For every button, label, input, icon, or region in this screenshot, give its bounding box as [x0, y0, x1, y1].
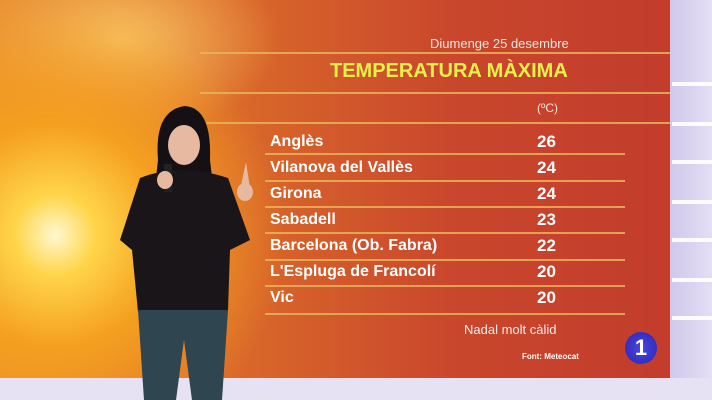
wall-stripe — [672, 160, 712, 164]
wall-stripe — [672, 122, 712, 126]
wall-stripe — [672, 316, 712, 320]
divider — [200, 52, 670, 54]
channel-logo: 1 — [625, 332, 657, 364]
temp-value: 20 — [537, 288, 556, 307]
city-name: Vilanova del Vallès — [270, 159, 413, 176]
divider — [265, 206, 625, 208]
page-title: TEMPERATURA MÀXIMA — [330, 60, 568, 82]
temp-value: 23 — [537, 210, 556, 229]
divider — [265, 180, 625, 182]
wall-stripe — [672, 200, 712, 204]
wall-stripe — [672, 238, 712, 242]
temp-value: 26 — [537, 132, 556, 151]
note-label: Nadal molt càlid — [464, 322, 557, 337]
city-name: Anglès — [270, 133, 324, 150]
city-name: Girona — [270, 185, 322, 202]
city-name: Sabadell — [270, 211, 336, 228]
divider — [265, 313, 625, 315]
wall-stripe — [672, 82, 712, 86]
divider — [265, 285, 625, 287]
wall-stripe — [672, 278, 712, 282]
divider — [265, 232, 625, 234]
presenter — [120, 106, 253, 400]
city-name: L'Espluga de Francolí — [270, 263, 436, 280]
city-name: Barcelona (Ob. Fabra) — [270, 237, 438, 254]
studio-floor — [0, 378, 712, 400]
temp-value: 24 — [537, 158, 556, 177]
divider — [200, 122, 670, 124]
unit-label: (ºC) — [537, 101, 559, 115]
divider — [265, 153, 625, 155]
city-name: Vic — [270, 289, 294, 306]
source-label: Font: Meteocat — [522, 352, 579, 361]
divider — [265, 259, 625, 261]
temp-value: 20 — [537, 262, 556, 281]
temp-value: 22 — [537, 236, 556, 255]
weather-screen — [0, 0, 670, 378]
date-label: Diumenge 25 desembre — [430, 36, 569, 51]
divider — [200, 92, 670, 94]
temp-value: 24 — [537, 184, 556, 203]
